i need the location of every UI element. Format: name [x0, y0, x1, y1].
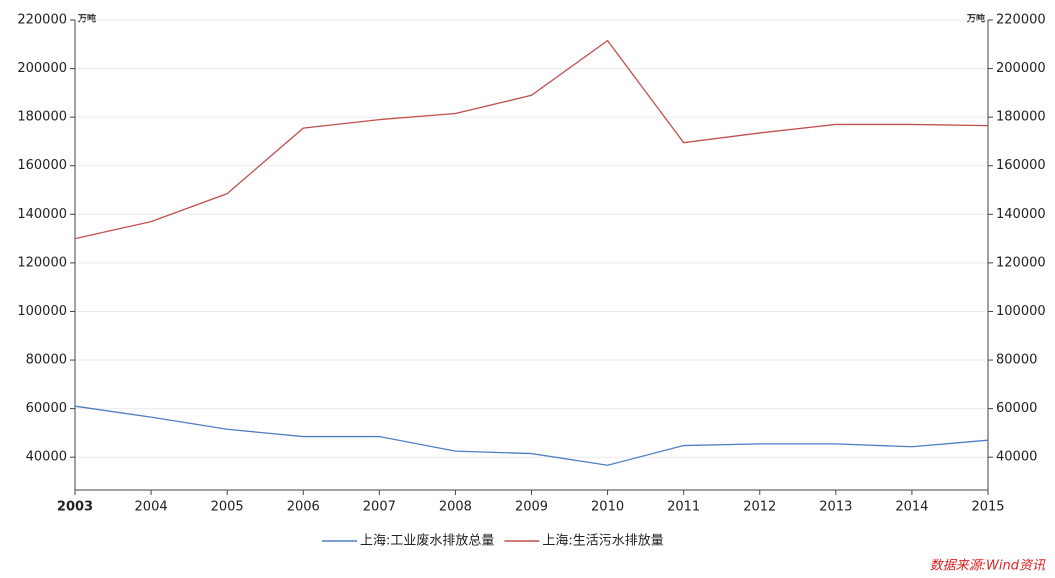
- y2-tick-label: 40000: [996, 450, 1037, 465]
- y-tick-label: 220000: [17, 13, 67, 28]
- y2-tick-label: 220000: [996, 13, 1046, 28]
- y-tick-label: 160000: [17, 158, 67, 173]
- x-tick-label: 2014: [895, 500, 928, 515]
- y2-tick-label: 80000: [996, 353, 1037, 368]
- x-tick-label: 2012: [743, 500, 776, 515]
- x-tick-label: 2008: [439, 500, 472, 515]
- unit-right: 万吨: [966, 13, 985, 25]
- source: 数据来源:Wind资讯: [930, 559, 1046, 574]
- y-tick-label: 40000: [26, 450, 67, 465]
- y-tick-label: 100000: [17, 304, 67, 319]
- x-tick-label: 2006: [287, 500, 320, 515]
- series-line: [74, 39, 989, 240]
- legend-label: 上海:工业废水排放总量: [360, 533, 494, 549]
- x-tick-label: 2005: [211, 500, 244, 515]
- x-tick-label: 2011: [667, 500, 700, 515]
- y2-tick-label: 100000: [996, 304, 1046, 319]
- x-tick-label: 2003: [57, 500, 93, 515]
- x-tick-label: 2015: [971, 500, 1004, 515]
- y-tick-label: 200000: [17, 61, 67, 76]
- y-tick-label: 140000: [17, 207, 67, 222]
- y2-tick-label: 160000: [996, 158, 1046, 173]
- y-tick-label: 60000: [26, 401, 67, 416]
- y2-tick-label: 140000: [996, 207, 1046, 222]
- series-line: [74, 405, 989, 466]
- y2-tick-label: 120000: [996, 255, 1046, 270]
- y-tick-label: 180000: [17, 110, 67, 125]
- x-tick-label: 2010: [591, 500, 624, 515]
- y-tick-label: 120000: [17, 255, 67, 270]
- x-tick-label: 2013: [819, 500, 852, 515]
- unit-left: 万吨: [77, 13, 96, 25]
- y2-tick-label: 180000: [996, 110, 1046, 125]
- legend-label: 上海:生活污水排放量: [542, 534, 663, 549]
- x-tick-label: 2009: [515, 500, 548, 515]
- y2-tick-label: 60000: [996, 401, 1037, 416]
- x-tick-label: 2007: [363, 500, 396, 515]
- y-tick-label: 80000: [26, 353, 67, 368]
- x-tick-label: 2004: [135, 500, 168, 515]
- y2-tick-label: 200000: [996, 61, 1046, 76]
